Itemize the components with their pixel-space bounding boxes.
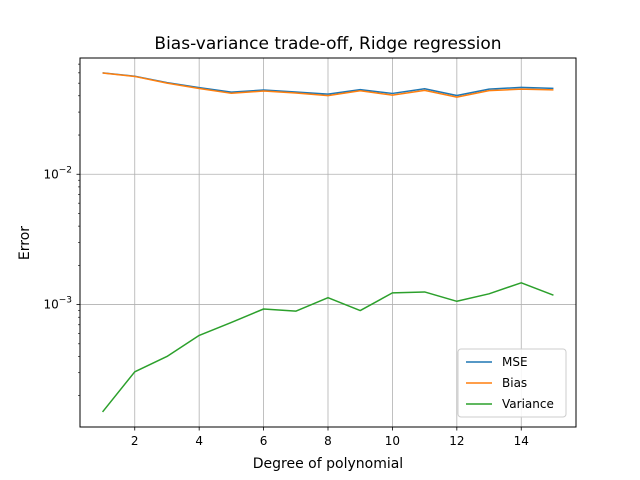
x-tick-label: 2 <box>131 434 139 448</box>
y-tick-label-base: 10 <box>43 167 58 181</box>
y-axis-label: Error <box>17 226 33 260</box>
legend-label-variance: Variance <box>502 397 554 411</box>
series-lines <box>101 72 554 413</box>
x-tick-label: 8 <box>324 434 332 448</box>
legend-label-mse: MSE <box>502 355 528 369</box>
legend: MSE Bias Variance <box>457 348 567 418</box>
x-tick-label: 10 <box>385 434 400 448</box>
x-axis-label: Degree of polynomial <box>253 456 403 472</box>
y-tick-label: 10−2 <box>43 165 72 181</box>
y-tick-label-exponent: −2 <box>59 165 72 175</box>
y-tick-label: 10−3 <box>43 296 72 312</box>
chart-title: Bias-variance trade-off, Ridge regressio… <box>154 34 501 54</box>
legend-box <box>457 348 567 418</box>
x-tick-label: 14 <box>514 434 529 448</box>
legend-label-bias: Bias <box>502 376 527 390</box>
x-tick-label: 12 <box>449 434 464 448</box>
series-line-variance <box>101 282 554 413</box>
y-tick-label-exponent: −3 <box>59 296 72 306</box>
x-tick-label: 6 <box>260 434 268 448</box>
y-tick-label-base: 10 <box>43 298 58 312</box>
x-tick-label: 4 <box>195 434 203 448</box>
series-line-bias <box>102 72 554 98</box>
